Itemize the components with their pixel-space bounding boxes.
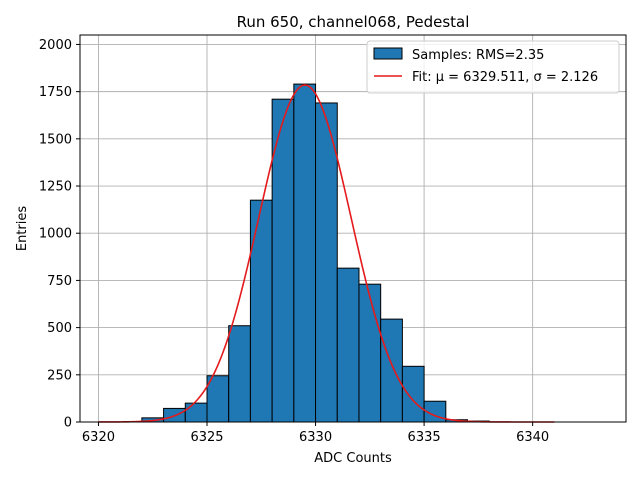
legend-fit-label: Fit: μ = 6329.511, σ = 2.126 [412,70,598,85]
histogram-bar [336,267,360,423]
legend-box [366,40,620,94]
y-axis-ticks: 0 250 500 750 1000 1250 1500 1750 2000 [39,38,80,431]
y-tick-label: 500 [47,321,72,336]
legend-histogram-label: Samples: RMS=2.35 [412,48,544,63]
legend: Samples: RMS=2.35 Fit: μ = 6329.511, σ =… [366,40,620,94]
histogram-bar [358,283,382,423]
y-tick-label: 1500 [39,132,72,147]
legend-histogram-swatch [373,47,403,60]
histogram-bar [315,102,338,423]
histogram-bar [184,402,208,423]
y-axis-label: Entries [15,206,30,252]
histogram-bar [249,199,273,423]
histogram-bar [401,365,425,423]
x-tick-label: 6335 [408,430,441,445]
x-axis-label: ADC Counts [314,451,392,466]
histogram-bar [293,83,317,423]
x-tick-label: 6320 [82,430,115,445]
x-tick-label: 6340 [516,430,549,445]
histogram-bar [206,375,230,423]
x-tick-label: 6330 [299,430,332,445]
y-tick-label: 0 [64,416,72,431]
histogram-bar [228,325,251,423]
y-tick-label: 250 [47,368,72,383]
x-axis-ticks: 6320 6325 6330 6335 6340 [82,422,549,445]
x-tick-label: 6325 [190,430,223,445]
y-tick-label: 1000 [39,227,72,242]
plot-frame [79,34,627,423]
y-tick-label: 1250 [39,180,72,195]
histogram-bar [380,318,403,423]
y-tick-label: 1750 [39,85,72,100]
chart-title: Run 650, channel068, Pedestal [237,13,470,31]
y-tick-label: 2000 [39,38,72,53]
y-tick-label: 750 [47,274,72,289]
